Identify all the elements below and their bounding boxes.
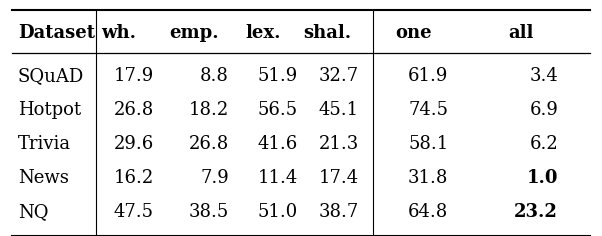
Text: 29.6: 29.6: [113, 135, 154, 153]
Text: 26.8: 26.8: [113, 101, 154, 119]
Text: 31.8: 31.8: [408, 169, 448, 187]
Text: 16.2: 16.2: [113, 169, 154, 187]
Text: 45.1: 45.1: [318, 101, 359, 119]
Text: NQ: NQ: [18, 203, 48, 221]
Text: 6.2: 6.2: [529, 135, 558, 153]
Text: 51.9: 51.9: [258, 67, 298, 85]
Text: 38.7: 38.7: [318, 203, 359, 221]
Text: 51.0: 51.0: [258, 203, 298, 221]
Text: 41.6: 41.6: [258, 135, 298, 153]
Text: lex.: lex.: [246, 24, 281, 42]
Text: one: one: [396, 24, 432, 42]
Text: 32.7: 32.7: [318, 67, 359, 85]
Text: 74.5: 74.5: [408, 101, 448, 119]
Text: 26.8: 26.8: [188, 135, 229, 153]
Text: 47.5: 47.5: [114, 203, 154, 221]
Text: Hotpot: Hotpot: [18, 101, 81, 119]
Text: News: News: [18, 169, 69, 187]
Text: SQuAD: SQuAD: [18, 67, 84, 85]
Text: 58.1: 58.1: [408, 135, 448, 153]
Text: emp.: emp.: [169, 24, 219, 42]
Text: 18.2: 18.2: [188, 101, 229, 119]
Text: 64.8: 64.8: [408, 203, 448, 221]
Text: 61.9: 61.9: [408, 67, 448, 85]
Text: 23.2: 23.2: [514, 203, 558, 221]
Text: 21.3: 21.3: [318, 135, 359, 153]
Text: 17.4: 17.4: [318, 169, 359, 187]
Text: 56.5: 56.5: [258, 101, 298, 119]
Text: 38.5: 38.5: [188, 203, 229, 221]
Text: 8.8: 8.8: [200, 67, 229, 85]
Text: wh.: wh.: [102, 24, 137, 42]
Text: 7.9: 7.9: [200, 169, 229, 187]
Text: 1.0: 1.0: [527, 169, 558, 187]
Text: 17.9: 17.9: [113, 67, 154, 85]
Text: 6.9: 6.9: [529, 101, 558, 119]
Text: Trivia: Trivia: [18, 135, 71, 153]
Text: all: all: [508, 24, 533, 42]
Text: 11.4: 11.4: [258, 169, 298, 187]
Text: Dataset: Dataset: [18, 24, 95, 42]
Text: shal.: shal.: [303, 24, 351, 42]
Text: 3.4: 3.4: [529, 67, 558, 85]
